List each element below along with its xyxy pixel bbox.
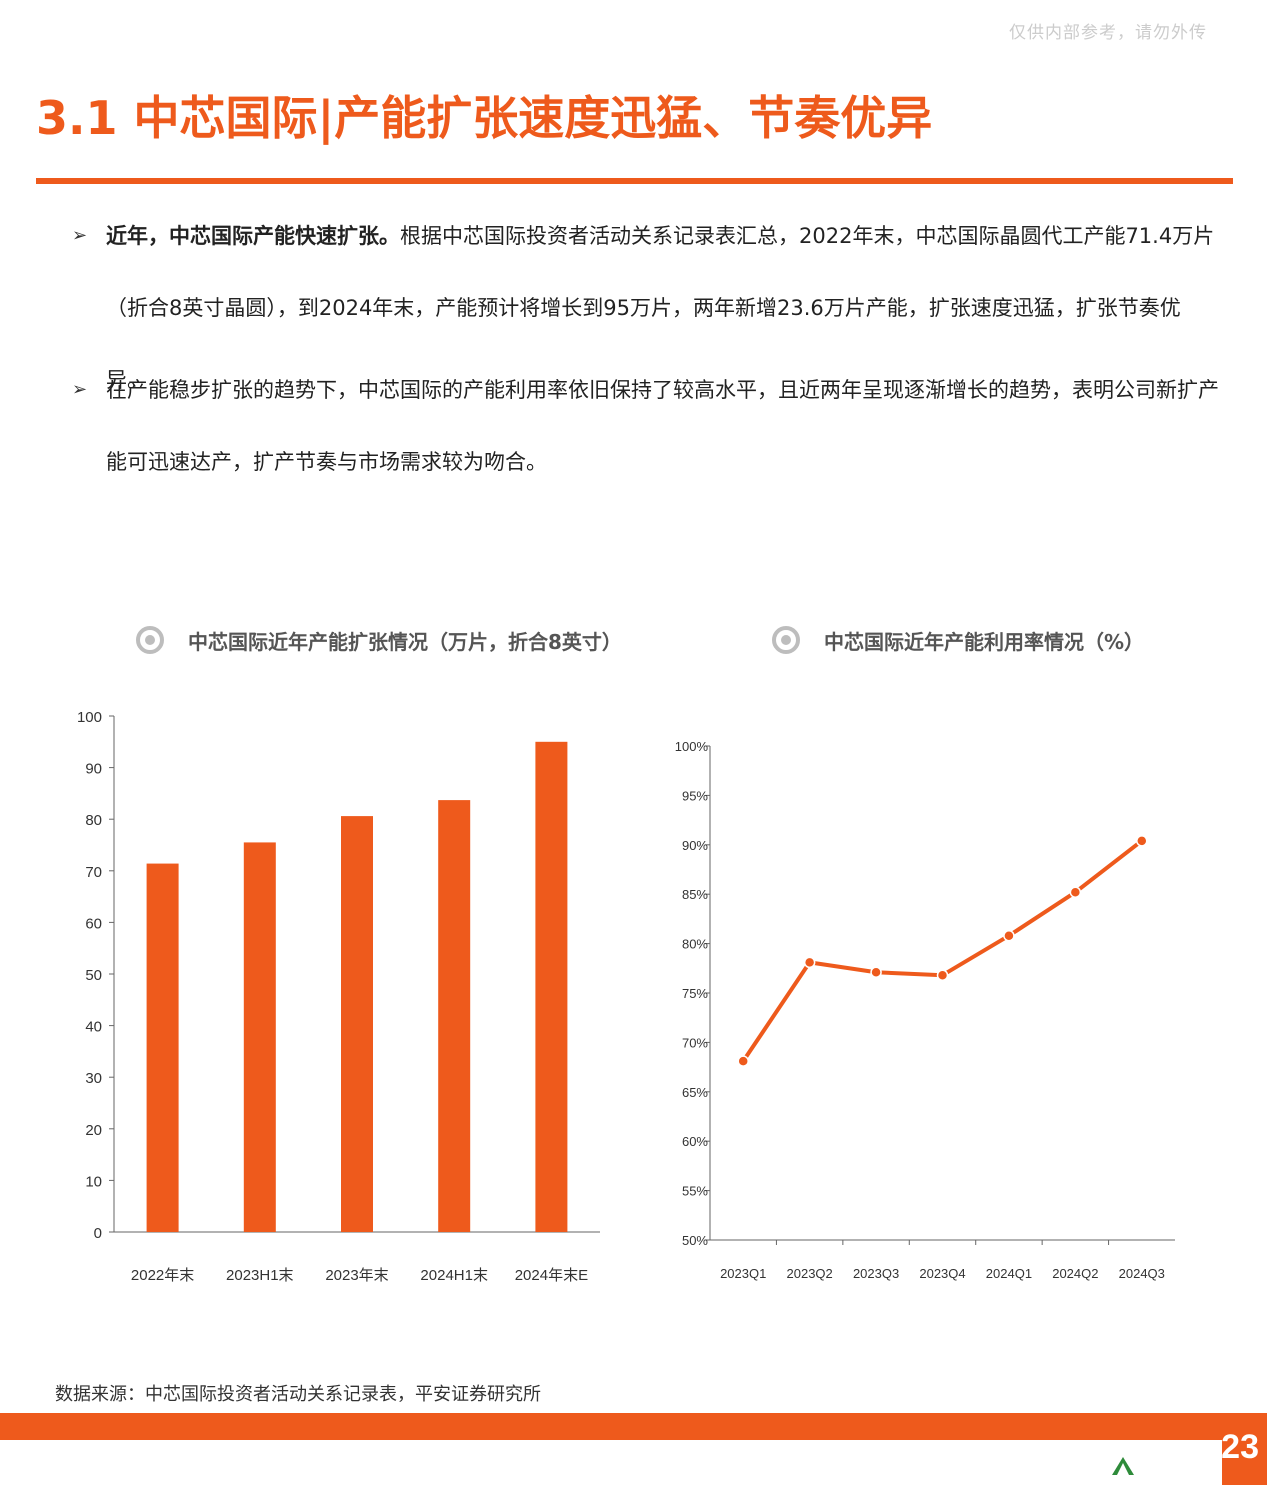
y-tick-label: 20 xyxy=(85,1122,102,1139)
bar xyxy=(243,842,276,1232)
bullet-body: 在产能稳步扩张的趋势下，中芯国际的产能利用率依旧保持了较高水平，且近两年呈现逐渐… xyxy=(106,378,1219,474)
x-tick-label: 2023年末 xyxy=(325,1267,388,1284)
bullet-bold-lead: 近年，中芯国际产能快速扩张。 xyxy=(106,224,400,248)
y-tick-label: 10 xyxy=(85,1173,102,1190)
x-tick-label: 2023Q4 xyxy=(919,1266,965,1281)
data-source-note: 数据来源：中芯国际投资者活动关系记录表，平安证券研究所 xyxy=(55,1384,541,1405)
y-tick-label: 70% xyxy=(682,1035,708,1050)
footer-band xyxy=(0,1440,1222,1485)
data-point xyxy=(803,956,816,969)
radio-dot-icon xyxy=(136,626,164,654)
data-point xyxy=(870,966,882,979)
title-divider xyxy=(36,178,1233,184)
y-tick-label: 30 xyxy=(85,1070,102,1087)
page-number: 23 xyxy=(1221,1428,1259,1466)
y-tick-label: 55% xyxy=(682,1184,708,1199)
bullet-item-1: ➢ 近年，中芯国际产能快速扩张。根据中芯国际投资者活动关系记录表汇总，2022年… xyxy=(72,200,1222,416)
bar xyxy=(146,863,179,1232)
chart-title: 中芯国际近年产能利用率情况（%） xyxy=(824,629,1145,654)
bullet-item-2: ➢ 在产能稳步扩张的趋势下，中芯国际的产能利用率依旧保持了较高水平，且近两年呈现… xyxy=(72,354,1222,498)
y-tick-label: 40 xyxy=(85,1019,102,1036)
x-tick-label: 2023H1末 xyxy=(226,1267,294,1284)
y-tick-label: 100 xyxy=(77,709,102,726)
y-tick-label: 50 xyxy=(85,967,102,984)
x-tick-label: 2024Q2 xyxy=(1052,1266,1098,1281)
y-tick-label: 90% xyxy=(682,838,708,853)
bar xyxy=(438,800,471,1232)
y-tick-label: 85% xyxy=(682,887,708,902)
bar xyxy=(535,741,568,1232)
x-tick-label: 2024年末E xyxy=(515,1267,588,1284)
x-tick-label: 2023Q1 xyxy=(720,1266,766,1281)
y-tick-label: 100% xyxy=(675,739,709,754)
y-tick-label: 70 xyxy=(85,864,102,881)
bullet-text: 近年，中芯国际产能快速扩张。根据中芯国际投资者活动关系记录表汇总，2022年末，… xyxy=(106,200,1222,416)
radio-dot-icon xyxy=(772,626,800,654)
y-tick-label: 90 xyxy=(85,761,102,778)
x-tick-label: 2024H1末 xyxy=(420,1267,488,1284)
arrow-bullet-icon: ➢ xyxy=(72,225,88,246)
arrow-bullet-icon: ➢ xyxy=(72,379,88,400)
y-tick-label: 60 xyxy=(85,915,102,932)
y-tick-label: 60% xyxy=(682,1134,708,1149)
data-point xyxy=(737,1055,749,1067)
page-title: 3.1 中芯国际|产能扩张速度迅猛、节奏优异 xyxy=(36,91,933,145)
y-tick-label: 80 xyxy=(85,812,102,829)
y-tick-label: 50% xyxy=(682,1233,708,1248)
y-tick-label: 65% xyxy=(682,1085,708,1100)
chart-title: 中芯国际近年产能扩张情况（万片，折合8英寸） xyxy=(188,629,622,654)
data-point xyxy=(936,969,949,981)
watermark-text: 仅供内部参考，请勿外传 xyxy=(1009,23,1207,43)
data-point xyxy=(1136,835,1148,847)
bar xyxy=(341,816,373,1232)
x-tick-label: 2023Q2 xyxy=(787,1266,833,1281)
x-tick-label: 2023Q3 xyxy=(853,1266,899,1281)
x-tick-label: 2024Q1 xyxy=(986,1266,1032,1281)
data-point xyxy=(1069,886,1082,898)
y-tick-label: 95% xyxy=(682,788,708,803)
utilization-line-chart: 50% 55% 60% 65% 70% 75% 80% 85% 90% 95% 100% 2023Q1… xyxy=(675,739,1175,1281)
company-logo-icon xyxy=(1112,1457,1134,1475)
x-tick-label: 2024Q3 xyxy=(1119,1266,1165,1281)
y-tick-label: 80% xyxy=(682,937,708,952)
capacity-bar-chart: 0 10 20 30 40 50 60 70 80 90 100 2022年末 2023H1末 2023年… xyxy=(77,709,600,1284)
chart-header-capacity: 中芯国际近年产能扩张情况（万片，折合8英寸） xyxy=(136,620,622,660)
y-tick-label: 75% xyxy=(682,986,708,1001)
data-point xyxy=(1003,929,1015,942)
x-tick-label: 2022年末 xyxy=(131,1267,194,1284)
series-line xyxy=(741,839,1144,1063)
y-tick-label: 0 xyxy=(94,1225,102,1242)
chart-header-utilization: 中芯国际近年产能利用率情况（%） xyxy=(772,620,1144,660)
bullet-body: 根据中芯国际投资者活动关系记录表汇总，2022年末，中芯国际晶圆代工产能71.4… xyxy=(106,224,1215,392)
bullet-text: 在产能稳步扩张的趋势下，中芯国际的产能利用率依旧保持了较高水平，且近两年呈现逐渐… xyxy=(106,354,1222,498)
